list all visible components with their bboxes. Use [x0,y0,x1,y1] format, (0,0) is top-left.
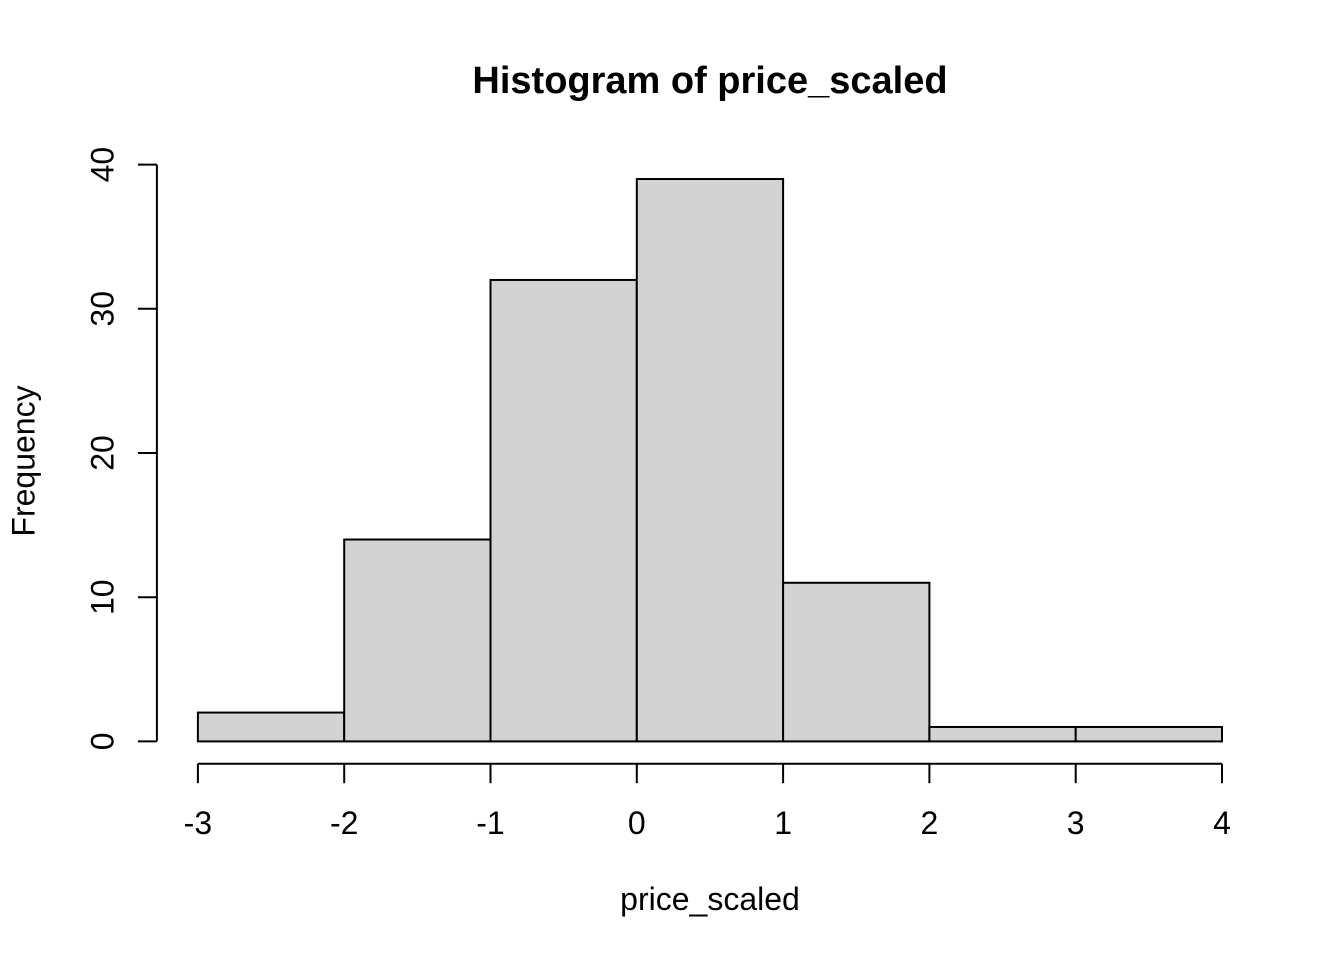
svg-text:40: 40 [85,147,121,183]
svg-text:0: 0 [85,733,121,751]
svg-text:1: 1 [774,805,792,841]
svg-text:-1: -1 [476,805,504,841]
svg-text:20: 20 [85,435,121,471]
svg-text:Histogram of price_scaled: Histogram of price_scaled [472,60,947,102]
svg-text:30: 30 [85,291,121,327]
svg-text:0: 0 [628,805,646,841]
svg-text:price_scaled: price_scaled [620,881,800,917]
svg-text:-3: -3 [184,805,212,841]
svg-text:Frequency: Frequency [6,385,42,536]
svg-text:-2: -2 [330,805,358,841]
svg-text:3: 3 [1067,805,1085,841]
svg-text:4: 4 [1213,805,1231,841]
svg-text:10: 10 [85,579,121,615]
svg-text:2: 2 [921,805,939,841]
